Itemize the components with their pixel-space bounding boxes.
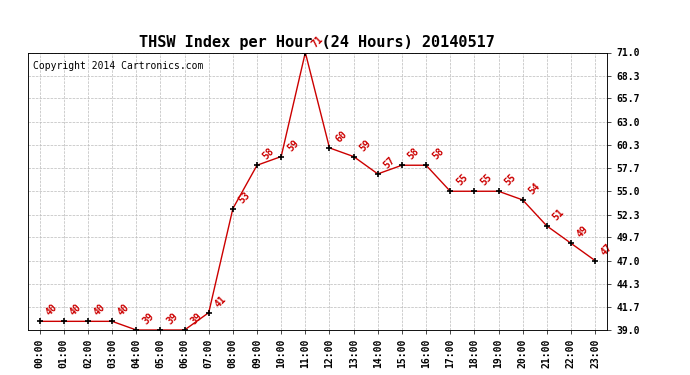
Text: 41: 41 xyxy=(213,294,228,309)
Text: THSW  (°F): THSW (°F) xyxy=(602,35,661,45)
Text: 54: 54 xyxy=(527,181,542,196)
Text: 60: 60 xyxy=(334,129,349,144)
Text: 39: 39 xyxy=(189,311,204,327)
Text: 58: 58 xyxy=(431,146,446,162)
Text: 53: 53 xyxy=(237,190,253,205)
Text: 58: 58 xyxy=(406,146,422,162)
Text: 58: 58 xyxy=(262,146,277,162)
Text: 51: 51 xyxy=(551,207,566,222)
Text: 55: 55 xyxy=(455,172,470,188)
Text: 40: 40 xyxy=(68,302,83,318)
Text: 55: 55 xyxy=(503,172,518,188)
Text: Copyright 2014 Cartronics.com: Copyright 2014 Cartronics.com xyxy=(33,61,204,71)
Text: 40: 40 xyxy=(44,302,59,318)
Text: 40: 40 xyxy=(117,302,132,318)
Text: 59: 59 xyxy=(286,138,301,153)
Text: 39: 39 xyxy=(165,311,180,327)
Text: 39: 39 xyxy=(141,311,156,327)
Text: 57: 57 xyxy=(382,155,397,170)
Text: 71: 71 xyxy=(310,34,325,49)
Text: 47: 47 xyxy=(600,242,615,257)
Text: 40: 40 xyxy=(92,302,108,318)
Title: THSW Index per Hour (24 Hours) 20140517: THSW Index per Hour (24 Hours) 20140517 xyxy=(139,35,495,50)
Text: 59: 59 xyxy=(358,138,373,153)
Text: 55: 55 xyxy=(479,172,494,188)
Text: 49: 49 xyxy=(575,224,591,240)
